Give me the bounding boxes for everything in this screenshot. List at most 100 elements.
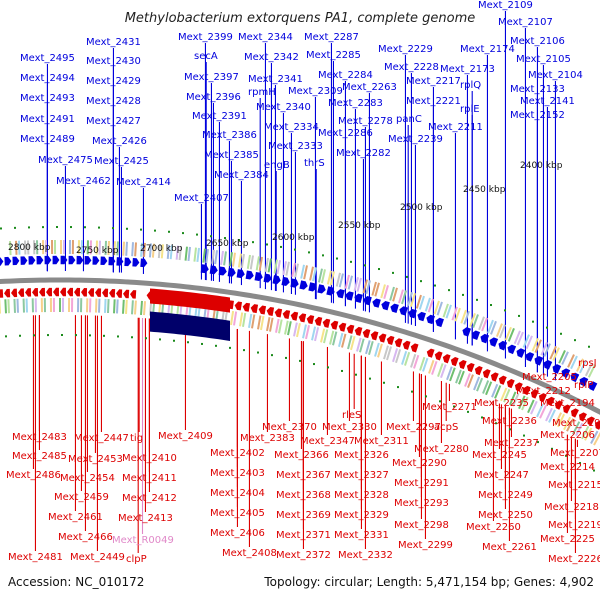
forward-gene-arrow: [254, 271, 263, 282]
feature-bar: [311, 326, 317, 341]
tick-dot: [173, 339, 175, 342]
feature-bar: [143, 301, 147, 316]
tick-dot: [117, 335, 119, 338]
feature-bar: [554, 412, 562, 426]
feature-bar: [374, 342, 380, 357]
forward-gene-arrow: [28, 256, 36, 265]
feature-bar: [548, 409, 556, 423]
gene-label: Mext_2409: [158, 431, 213, 442]
feature-bar: [296, 323, 301, 338]
tick-dot: [560, 332, 562, 335]
feature-bar: [507, 328, 515, 342]
gene-label: Mext_2194: [540, 398, 595, 409]
gene-label: Mext_2287: [304, 32, 359, 43]
reverse-gene-arrow: [354, 326, 363, 336]
reverse-gene-arrow: [482, 369, 491, 379]
feature-bar: [131, 300, 134, 315]
feature-bar: [107, 298, 110, 314]
gene-label: Mext_2332: [338, 550, 393, 561]
feature-bar: [275, 318, 280, 333]
feature-bar: [312, 267, 317, 282]
gene-label: Mext_2297: [386, 422, 441, 433]
feature-bar: [463, 310, 470, 325]
reverse-gene-arrow: [408, 308, 417, 319]
gene-label: Mext_2466: [58, 532, 113, 543]
feature-bar: [579, 359, 587, 374]
feature-bar: [282, 261, 287, 276]
tick-dot: [322, 254, 324, 257]
feature-bar: [365, 280, 371, 295]
feature-bar: [415, 294, 422, 309]
tick-dot: [579, 462, 581, 465]
feature-bar: [122, 241, 125, 256]
feature-bar: [419, 356, 426, 371]
feature-bar: [440, 364, 447, 379]
gene-label: Mext_2491: [20, 114, 75, 125]
gene-label: Mext_2369: [276, 510, 331, 521]
tick-dot: [98, 226, 100, 229]
gene-label: panC: [396, 114, 422, 125]
feature-bar: [175, 245, 179, 260]
gene-label: acpS: [434, 422, 458, 433]
scale-label: 2400 kbp: [520, 161, 563, 171]
reverse-gene-arrow: [471, 330, 481, 340]
forward-gene-arrow: [263, 273, 272, 283]
gene-label: Mext_2237: [484, 438, 539, 449]
feature-bar: [338, 332, 344, 347]
feature-bar: [522, 334, 530, 348]
gene-label: Mext_2425: [94, 156, 149, 167]
feature-bar: [134, 300, 137, 315]
reverse-gene-arrow: [522, 385, 531, 396]
feature-bar: [401, 350, 408, 365]
reverse-gene-arrow: [538, 393, 547, 403]
gene-label: Mext_2309: [288, 86, 343, 97]
feature-bar: [240, 253, 245, 269]
feature-bar: [516, 331, 524, 346]
feature-bar: [230, 310, 235, 326]
feature-bar: [374, 282, 380, 297]
feature-bar: [512, 392, 520, 407]
gene-label: Mext_2331: [334, 530, 389, 541]
reverse-gene-arrow: [426, 314, 435, 325]
forward-gene-arrow: [108, 256, 116, 266]
feature-bar: [285, 261, 290, 276]
gene-label: Mext_2333: [268, 141, 323, 152]
gene-label: Mext_2291: [394, 478, 449, 489]
gene-label: Mext_2299: [398, 540, 453, 551]
gene-label: Mext_2410: [122, 453, 177, 464]
forward-gene-arrow: [52, 255, 60, 265]
feature-bar: [584, 362, 593, 377]
feature-bar: [362, 279, 368, 294]
feature-bar: [113, 299, 116, 314]
reverse-gene-arrow: [498, 375, 507, 385]
feature-bar: [326, 270, 332, 285]
reverse-gene-arrow: [462, 327, 472, 337]
forward-gene-arrow: [76, 255, 84, 265]
feature-bar: [309, 266, 314, 281]
feature-bar: [398, 289, 404, 304]
gene-label: Mext_2107: [498, 17, 553, 28]
gene-label: Mext_2271: [422, 402, 477, 413]
forward-gene-arrow: [326, 286, 335, 296]
feature-bar: [383, 345, 389, 360]
tick-dot: [229, 346, 231, 349]
tick-dot: [462, 293, 464, 296]
tick-dot: [131, 336, 133, 339]
gene-label: Mext_2412: [122, 493, 177, 504]
reverse-gene-arrow: [399, 306, 408, 316]
reverse-gene-arrow: [498, 340, 508, 351]
feature-bar: [436, 301, 443, 316]
tick-dot: [378, 268, 380, 271]
gene-label: Mext_2278: [338, 116, 393, 127]
gene-label: Mext_2408: [222, 548, 277, 559]
reverse-gene-arrow: [546, 396, 555, 407]
tick-dot: [467, 410, 469, 413]
feature-bar: [392, 287, 398, 302]
feature-bar: [395, 349, 402, 364]
gene-label: Mext_2152: [510, 110, 565, 121]
feature-bar: [509, 391, 517, 406]
reverse-gene-arrow: [390, 303, 399, 313]
reverse-gene-arrow: [586, 416, 595, 426]
gene-label: Mext_2342: [244, 52, 299, 63]
reverse-gene-arrow: [386, 335, 395, 346]
